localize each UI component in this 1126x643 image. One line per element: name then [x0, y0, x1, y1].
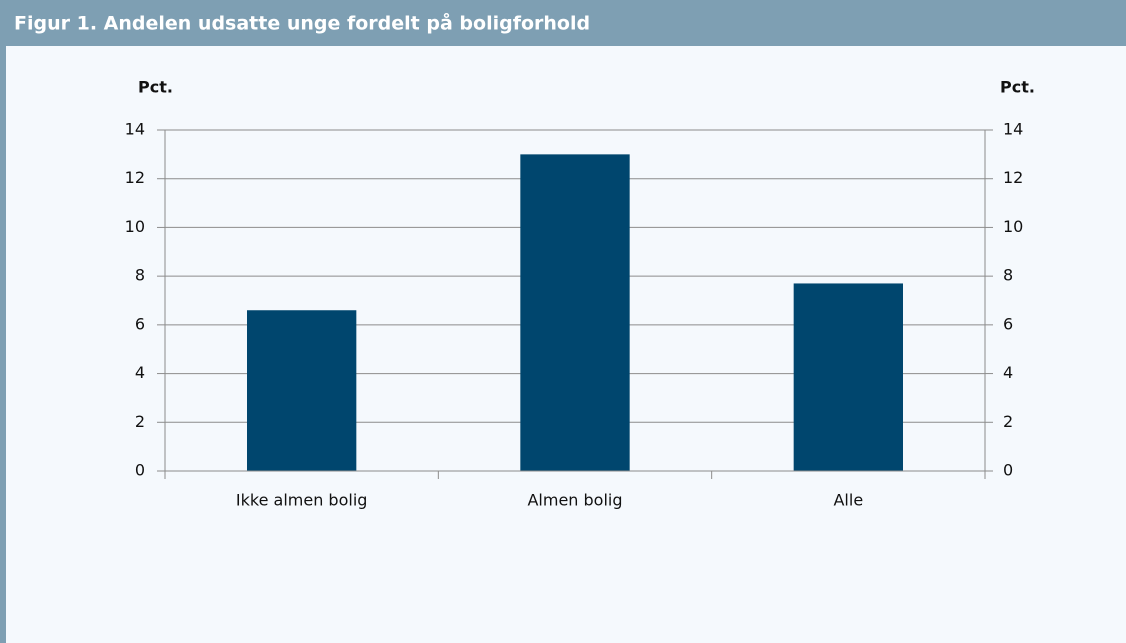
y2-axis-label: Pct.: [1000, 78, 1035, 97]
chart-title: Figur 1. Andelen udsatte unge fordelt på…: [14, 11, 590, 35]
y-tick-label: 4: [135, 363, 145, 382]
bar: [247, 310, 357, 471]
x-tick-label: Alle: [833, 491, 863, 510]
y-tick-label: 6: [135, 314, 145, 333]
y2-tick-label: 12: [1003, 168, 1023, 187]
y2-tick-label: 14: [1003, 120, 1023, 139]
y2-tick-label: 0: [1003, 461, 1013, 480]
y-tick-label: 10: [125, 217, 145, 236]
y-tick-label: 12: [125, 168, 145, 187]
bar: [520, 154, 630, 471]
header-bar: [0, 0, 1126, 46]
y-tick-label: 2: [135, 412, 145, 431]
left-border: [0, 46, 6, 643]
y2-tick-label: 8: [1003, 266, 1013, 285]
y-tick-label: 0: [135, 461, 145, 480]
x-tick-label: Ikke almen bolig: [236, 491, 368, 510]
y-tick-label: 14: [125, 120, 145, 139]
bar: [793, 283, 903, 471]
y2-tick-label: 6: [1003, 314, 1013, 333]
y2-tick-label: 10: [1003, 217, 1023, 236]
y2-tick-label: 4: [1003, 363, 1013, 382]
y2-tick-label: 2: [1003, 412, 1013, 431]
y-axis-label: Pct.: [138, 78, 173, 97]
x-tick-label: Almen bolig: [527, 491, 622, 510]
y-tick-label: 8: [135, 266, 145, 285]
